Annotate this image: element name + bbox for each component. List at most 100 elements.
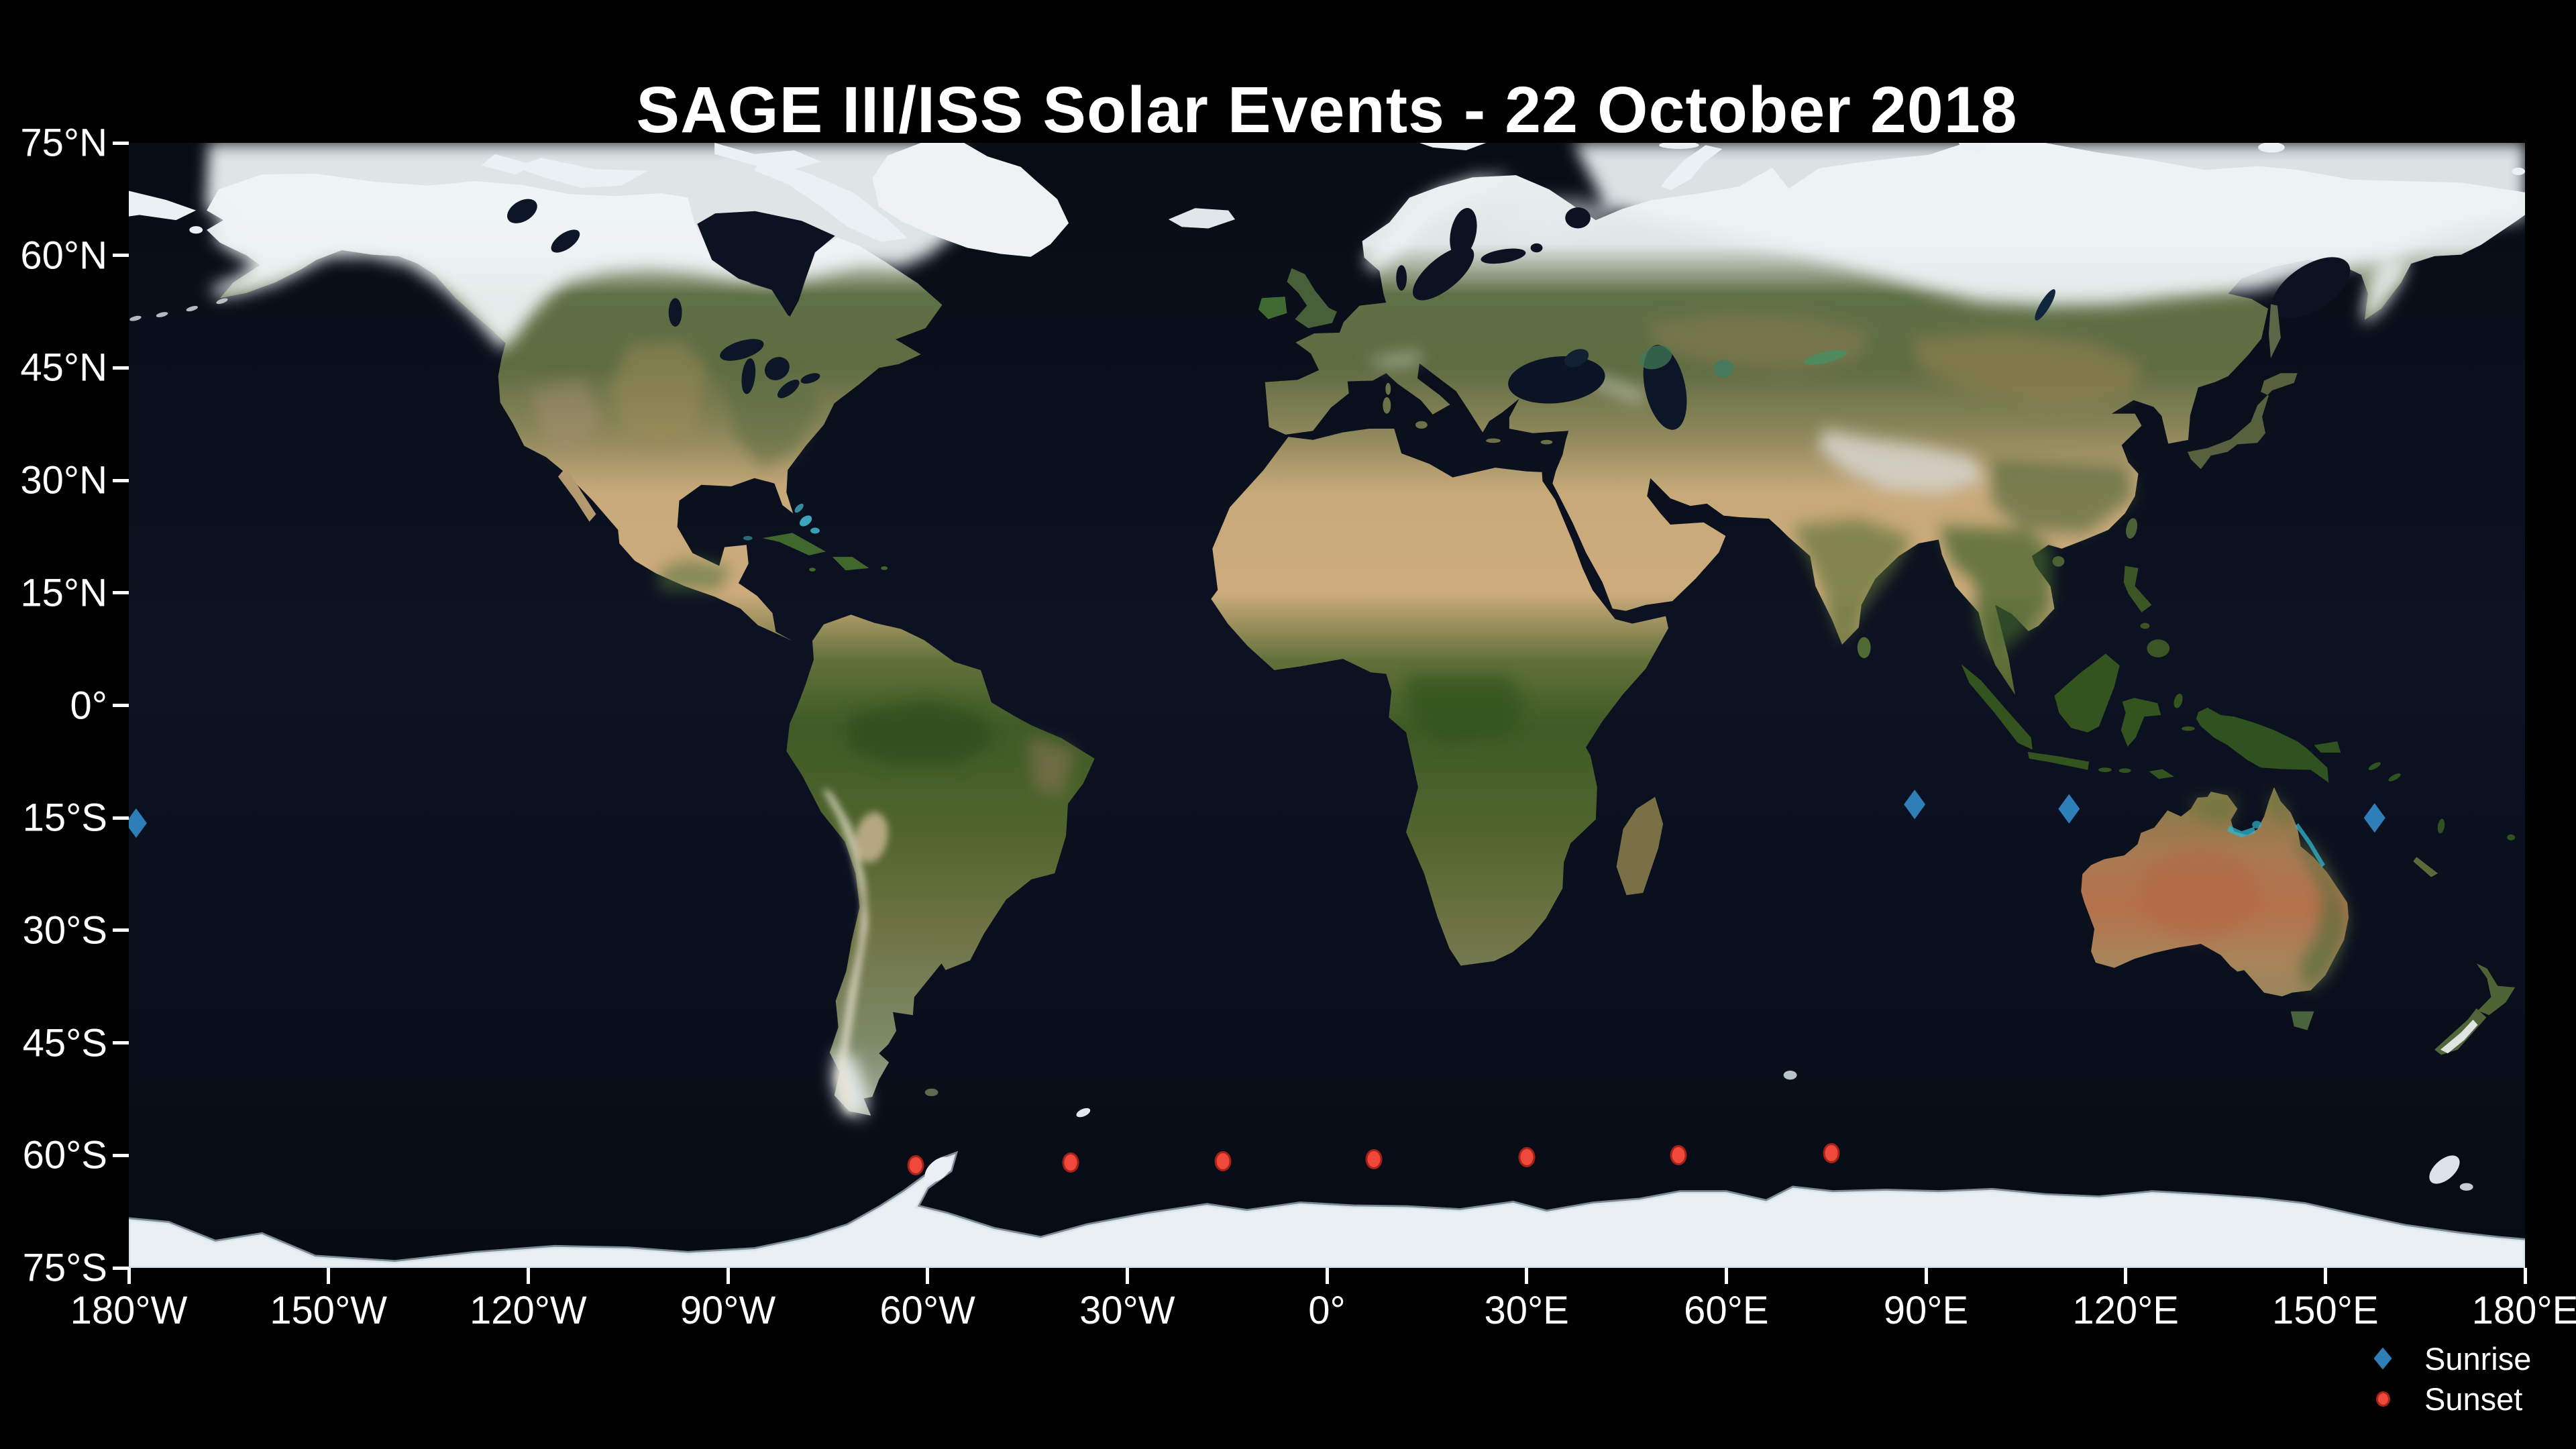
greenland <box>872 143 1069 257</box>
y-tick <box>113 816 129 820</box>
indonesia <box>1961 653 2195 780</box>
x-tick-label: 150°W <box>270 1289 388 1332</box>
lake-baikal <box>2035 289 2055 321</box>
x-tick-label: 180°W <box>70 1289 188 1332</box>
y-tick <box>113 1041 129 1045</box>
sunset-marker <box>1518 1146 1536 1167</box>
world-map <box>129 143 2525 1268</box>
mexico-south-green <box>658 559 732 590</box>
sunset-marker <box>907 1155 924 1175</box>
sea-of-azov <box>1564 349 1589 368</box>
y-tick-label: 45°S <box>22 1021 107 1065</box>
x-tick <box>726 1268 730 1284</box>
antarctica <box>129 1150 2525 1268</box>
x-tick-label: 120°W <box>469 1289 587 1332</box>
congo-forest <box>1407 676 1527 744</box>
baltic-sea <box>1396 208 1543 301</box>
kerguelen <box>1783 1070 1797 1080</box>
caspian-north-shallows <box>1639 345 1672 370</box>
y-tick <box>113 141 129 145</box>
arctic-islands <box>129 143 2525 242</box>
x-tick <box>1924 1268 1928 1284</box>
ireland <box>1258 297 1287 319</box>
carpentaria-shallow <box>2252 820 2262 828</box>
y-tick <box>113 1266 129 1270</box>
x-tick-label: 90°E <box>1883 1289 1969 1332</box>
hainan <box>2052 556 2065 567</box>
x-tick <box>1125 1268 1129 1284</box>
sunset-legend-marker <box>2361 1391 2404 1407</box>
new-guinea-melanesia <box>2196 707 2516 841</box>
snow-north-america <box>205 143 961 350</box>
y-tick <box>113 478 129 482</box>
amazon-forest <box>848 698 995 767</box>
snow-scandinavia <box>1363 176 1513 272</box>
snow-caucasus <box>1592 376 1646 401</box>
us-basin <box>529 380 602 451</box>
sea-ice-speck <box>2459 1183 2473 1191</box>
y-tick <box>113 366 129 370</box>
south-georgia <box>1076 1108 1091 1118</box>
andes-snow-line <box>821 788 869 1115</box>
mediterranean-islands <box>1383 382 1553 445</box>
se-asia-green <box>1938 526 2052 657</box>
y-tick <box>113 704 129 707</box>
x-tick-label: 60°W <box>879 1289 975 1332</box>
sunrise-diamond-icon <box>2373 1347 2392 1370</box>
snow-siberia <box>1573 143 2525 306</box>
lake-balkhash <box>1804 350 1847 365</box>
x-tick <box>1525 1268 1529 1284</box>
y-tick-label: 75°S <box>22 1246 107 1290</box>
x-tick <box>2323 1268 2327 1284</box>
philippines <box>2123 566 2170 657</box>
sunset-marker <box>1823 1142 1840 1163</box>
sunrise-marker <box>129 808 147 839</box>
us-plains <box>608 342 709 455</box>
y-tick-label: 75°N <box>20 121 107 165</box>
x-tick <box>2124 1268 2128 1284</box>
y-tick-label: 0° <box>70 684 107 727</box>
australia-red-centre <box>2139 847 2259 938</box>
sunset-marker <box>1670 1145 1687 1166</box>
legend-label-sunset: Sunset <box>2424 1381 2523 1417</box>
y-tick <box>113 928 129 932</box>
x-tick-label: 90°W <box>680 1289 776 1332</box>
altiplano <box>855 812 888 863</box>
aleutian-islands <box>129 298 228 321</box>
caribbean-islands <box>762 533 888 572</box>
sunrise-legend-marker <box>2361 1347 2404 1370</box>
y-tick-label: 15°S <box>22 796 107 840</box>
new-caledonia <box>2413 857 2438 877</box>
cape-york-green <box>2268 790 2292 828</box>
sri-lanka <box>1857 637 1871 659</box>
india-green <box>1792 519 1913 641</box>
y-tick-label: 30°N <box>20 458 107 502</box>
y-tick-label: 60°S <box>22 1133 107 1177</box>
black-sea <box>1508 356 1605 404</box>
taiwan <box>2126 518 2138 539</box>
australia-east-green <box>2294 836 2349 990</box>
legend: Sunrise Sunset <box>2361 1338 2531 1419</box>
data-points-layer <box>129 143 2525 1268</box>
snow-tibet <box>1818 429 1986 494</box>
x-tick <box>2523 1268 2527 1284</box>
snow-kamchatka <box>2361 259 2409 323</box>
balleny-ice <box>2429 1155 2460 1184</box>
legend-item-sunrise: Sunrise <box>2361 1338 2531 1379</box>
great-lakes <box>507 199 820 398</box>
x-tick-label: 30°W <box>1079 1289 1175 1332</box>
x-tick-label: 180°E <box>2471 1289 2576 1332</box>
sunrise-marker <box>1904 790 1926 820</box>
x-tick <box>127 1268 131 1284</box>
great-britain <box>1287 268 1337 329</box>
y-tick-label: 15°N <box>20 571 107 615</box>
x-tick-label: 60°E <box>1684 1289 1769 1332</box>
southern-alps-snow <box>2440 1019 2478 1054</box>
y-tick <box>113 1153 129 1157</box>
chart-title: SAGE III/ISS Solar Events - 22 October 2… <box>636 73 2018 146</box>
legend-label-sunrise: Sunrise <box>2424 1340 2532 1377</box>
x-tick <box>926 1268 930 1284</box>
map-plot-area <box>129 143 2525 1268</box>
iceland <box>1168 208 1236 229</box>
